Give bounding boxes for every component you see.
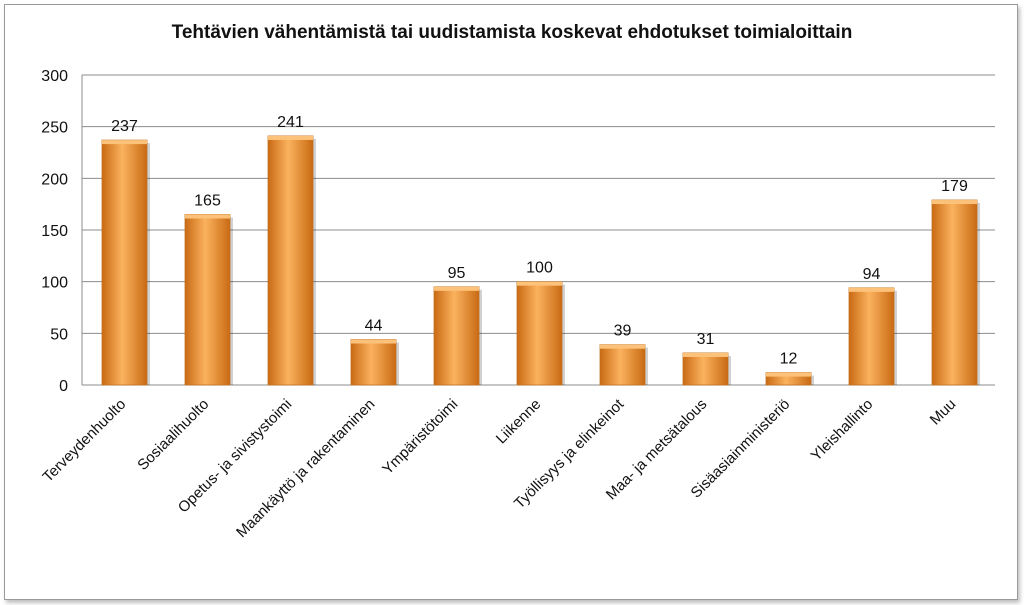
bar-top-highlight bbox=[351, 339, 396, 344]
y-tick-label: 300 bbox=[41, 68, 68, 85]
y-tick-label: 0 bbox=[59, 378, 68, 395]
y-tick-label: 250 bbox=[41, 120, 68, 137]
y-tick-label: 200 bbox=[41, 171, 68, 188]
bar bbox=[848, 287, 895, 386]
data-label: 237 bbox=[111, 118, 138, 135]
y-axis-ticks: 0 50 100 150 200 250 300 bbox=[41, 68, 68, 395]
bar bbox=[184, 214, 231, 386]
bar bbox=[350, 339, 397, 386]
x-tick-label: Liikenne bbox=[493, 396, 545, 448]
y-tick-label: 100 bbox=[41, 275, 68, 292]
bar bbox=[516, 281, 563, 386]
x-tick-label: Yleishallinto bbox=[808, 396, 877, 465]
data-label: 39 bbox=[614, 323, 632, 340]
data-label: 31 bbox=[697, 331, 715, 348]
data-label: 95 bbox=[448, 265, 466, 282]
bar bbox=[682, 352, 729, 386]
x-tick-label: Muu bbox=[927, 396, 960, 429]
x-tick-label: Maankäyttö ja rakentaminen bbox=[233, 396, 378, 541]
bar bbox=[267, 135, 314, 386]
data-labels: 237 165 241 44 95 100 39 31 12 94 179 bbox=[111, 114, 968, 368]
x-tick-label: Ympäristötoimi bbox=[379, 396, 461, 478]
bar-top-highlight bbox=[434, 286, 479, 291]
bar-top-highlight bbox=[517, 281, 562, 286]
bar-top-highlight bbox=[932, 200, 977, 205]
chart-title: Tehtävien vähentämistä tai uudistamista … bbox=[171, 22, 853, 43]
bar-top-highlight bbox=[268, 135, 313, 140]
bar bbox=[433, 286, 480, 386]
x-tick-label: Sosiaalihuolto bbox=[134, 396, 212, 474]
data-label: 94 bbox=[863, 266, 881, 283]
bar-top-highlight bbox=[683, 352, 728, 357]
bar bbox=[101, 139, 148, 386]
y-tick-label: 150 bbox=[41, 223, 68, 240]
bar bbox=[599, 344, 646, 386]
y-tick-label: 50 bbox=[50, 326, 68, 343]
data-label: 241 bbox=[277, 114, 304, 131]
data-label: 179 bbox=[941, 178, 968, 195]
bar-top-highlight bbox=[102, 140, 147, 145]
bars bbox=[101, 135, 980, 386]
bar-top-highlight bbox=[185, 214, 230, 219]
bar bbox=[931, 199, 978, 386]
data-label: 165 bbox=[194, 193, 221, 210]
x-tick-label: Terveydenhuolto bbox=[39, 396, 129, 486]
data-label: 44 bbox=[365, 318, 383, 335]
bar-top-highlight bbox=[600, 344, 645, 349]
bar-top-highlight bbox=[849, 287, 894, 292]
data-label: 100 bbox=[526, 260, 553, 277]
data-label: 12 bbox=[780, 351, 798, 368]
bar-top-highlight bbox=[766, 372, 811, 377]
